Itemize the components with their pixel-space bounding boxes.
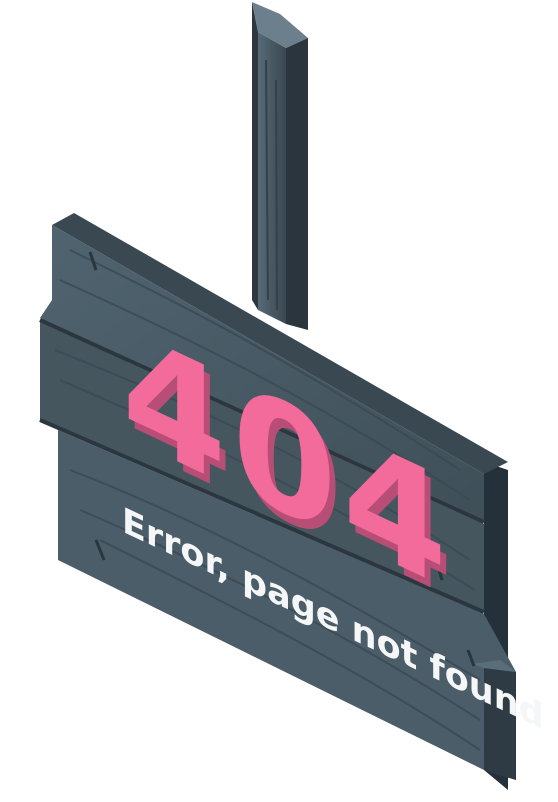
plank-bottom [58,430,516,780]
plank-top [40,225,484,520]
plank-middle [40,322,484,610]
sign-post [252,2,308,330]
sign-board [39,213,516,790]
